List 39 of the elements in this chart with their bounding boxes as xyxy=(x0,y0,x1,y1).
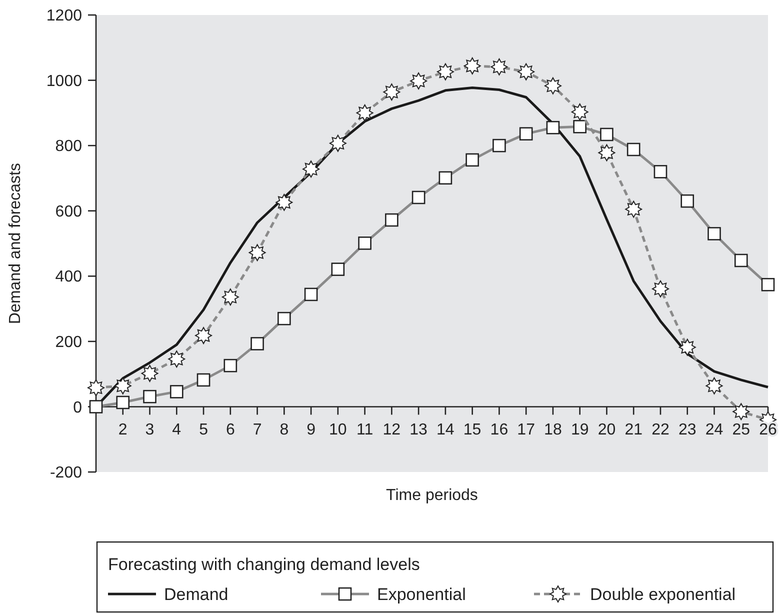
x-tick-label: 18 xyxy=(544,422,562,439)
x-axis-title: Time periods xyxy=(386,487,478,504)
x-tick-label: 2 xyxy=(118,422,128,439)
x-tick-label: 14 xyxy=(436,422,454,439)
x-tick-label: 15 xyxy=(463,422,482,439)
legend-label: Double exponential xyxy=(590,584,736,604)
x-tick-label: 9 xyxy=(306,422,316,439)
x-tick-label: 13 xyxy=(410,422,428,439)
x-tick-label: 19 xyxy=(570,422,589,439)
x-tick-label: 21 xyxy=(624,422,643,439)
y-tick-label: 600 xyxy=(55,203,82,220)
x-tick-label: 25 xyxy=(732,422,750,439)
x-tick-label: 24 xyxy=(705,422,724,439)
y-tick-label: 200 xyxy=(55,334,82,352)
x-tick-label: 10 xyxy=(329,422,347,439)
x-tick-label: 16 xyxy=(490,422,508,439)
x-tick-label: 20 xyxy=(598,422,616,439)
x-tick-label: 8 xyxy=(280,422,289,439)
x-tick-label: 3 xyxy=(145,422,154,439)
legend-label: Demand xyxy=(164,584,228,604)
legend-label: Exponential xyxy=(377,584,466,604)
x-tick-label: 12 xyxy=(382,422,401,439)
x-tick-label: 11 xyxy=(356,422,374,439)
y-tick-label: -200 xyxy=(50,464,82,482)
x-tick-label: 22 xyxy=(652,422,670,439)
x-tick-label: 17 xyxy=(517,422,536,439)
x-tick-label: 7 xyxy=(252,422,262,439)
x-tick-label: 26 xyxy=(759,422,777,439)
y-axis-title: Demand and forecasts xyxy=(7,163,24,324)
y-tick-label: 1000 xyxy=(46,72,82,90)
y-tick-label: 1200 xyxy=(46,8,82,25)
legend-title: Forecasting with changing demand levels xyxy=(108,555,420,574)
x-tick-label: 6 xyxy=(226,422,235,439)
x-tick-label: 5 xyxy=(199,422,208,439)
y-tick-label: 800 xyxy=(55,138,82,156)
x-tick-label: 4 xyxy=(172,422,182,439)
y-tick-label: 0 xyxy=(73,399,82,416)
x-tick-label: 23 xyxy=(678,422,696,439)
y-tick-label: 400 xyxy=(55,268,82,286)
